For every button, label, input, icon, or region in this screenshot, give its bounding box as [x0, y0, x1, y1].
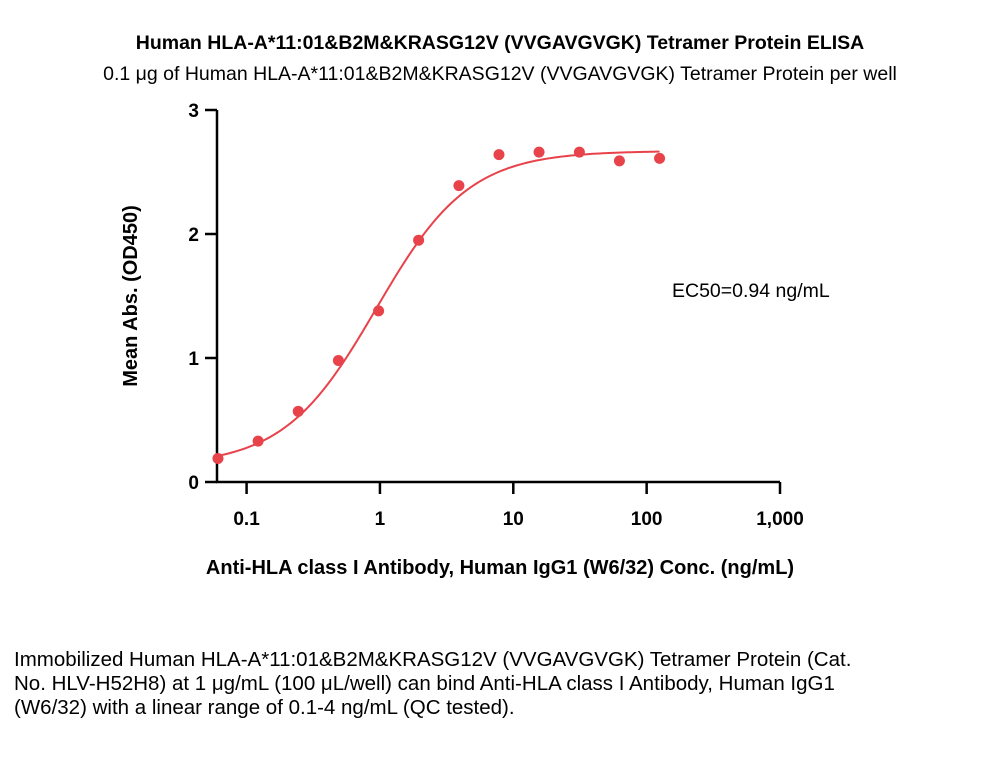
chart-title: Human HLA-A*11:01&B2M&KRASG12V (VVGAVGVG… [136, 32, 865, 54]
ec50-annotation: EC50=0.94 ng/mL [672, 280, 830, 302]
data-point [292, 405, 304, 417]
chart-subtitle: 0.1 μg of Human HLA-A*11:01&B2M&KRASG12V… [103, 63, 897, 85]
figure-caption: Immobilized Human HLA-A*11:01&B2M&KRASG1… [14, 648, 852, 719]
data-point [453, 180, 465, 192]
data-point [252, 435, 264, 447]
data-point [413, 234, 425, 246]
x-tick-label: 10 [503, 509, 524, 530]
x-axis: 0.1 1 10 100 1,000 [216, 480, 804, 530]
x-axis-label: Anti-HLA class I Antibody, Human IgG1 (W… [206, 557, 794, 579]
y-axis-label: Mean Abs. (OD450) [120, 205, 142, 387]
x-tick-label: 100 [631, 509, 663, 530]
x-tick-label: 1 [375, 509, 386, 530]
data-point [613, 155, 625, 167]
elisa-chart: Human HLA-A*11:01&B2M&KRASG12V (VVGAVGVG… [103, 32, 897, 579]
y-tick-label: 3 [188, 101, 199, 122]
y-tick-label: 2 [188, 225, 199, 246]
y-tick-label: 1 [188, 349, 199, 370]
data-point [212, 452, 224, 464]
data-point [573, 146, 585, 158]
data-point [654, 152, 666, 164]
data-point [493, 149, 505, 161]
fit-curve [217, 150, 660, 457]
data-point [533, 146, 545, 158]
x-tick-label: 1,000 [756, 509, 804, 530]
y-axis: 0 1 2 3 [188, 101, 219, 494]
x-tick-label: 0.1 [233, 509, 260, 530]
data-point [332, 354, 344, 366]
y-tick-label: 0 [188, 473, 199, 494]
data-point [373, 305, 385, 317]
